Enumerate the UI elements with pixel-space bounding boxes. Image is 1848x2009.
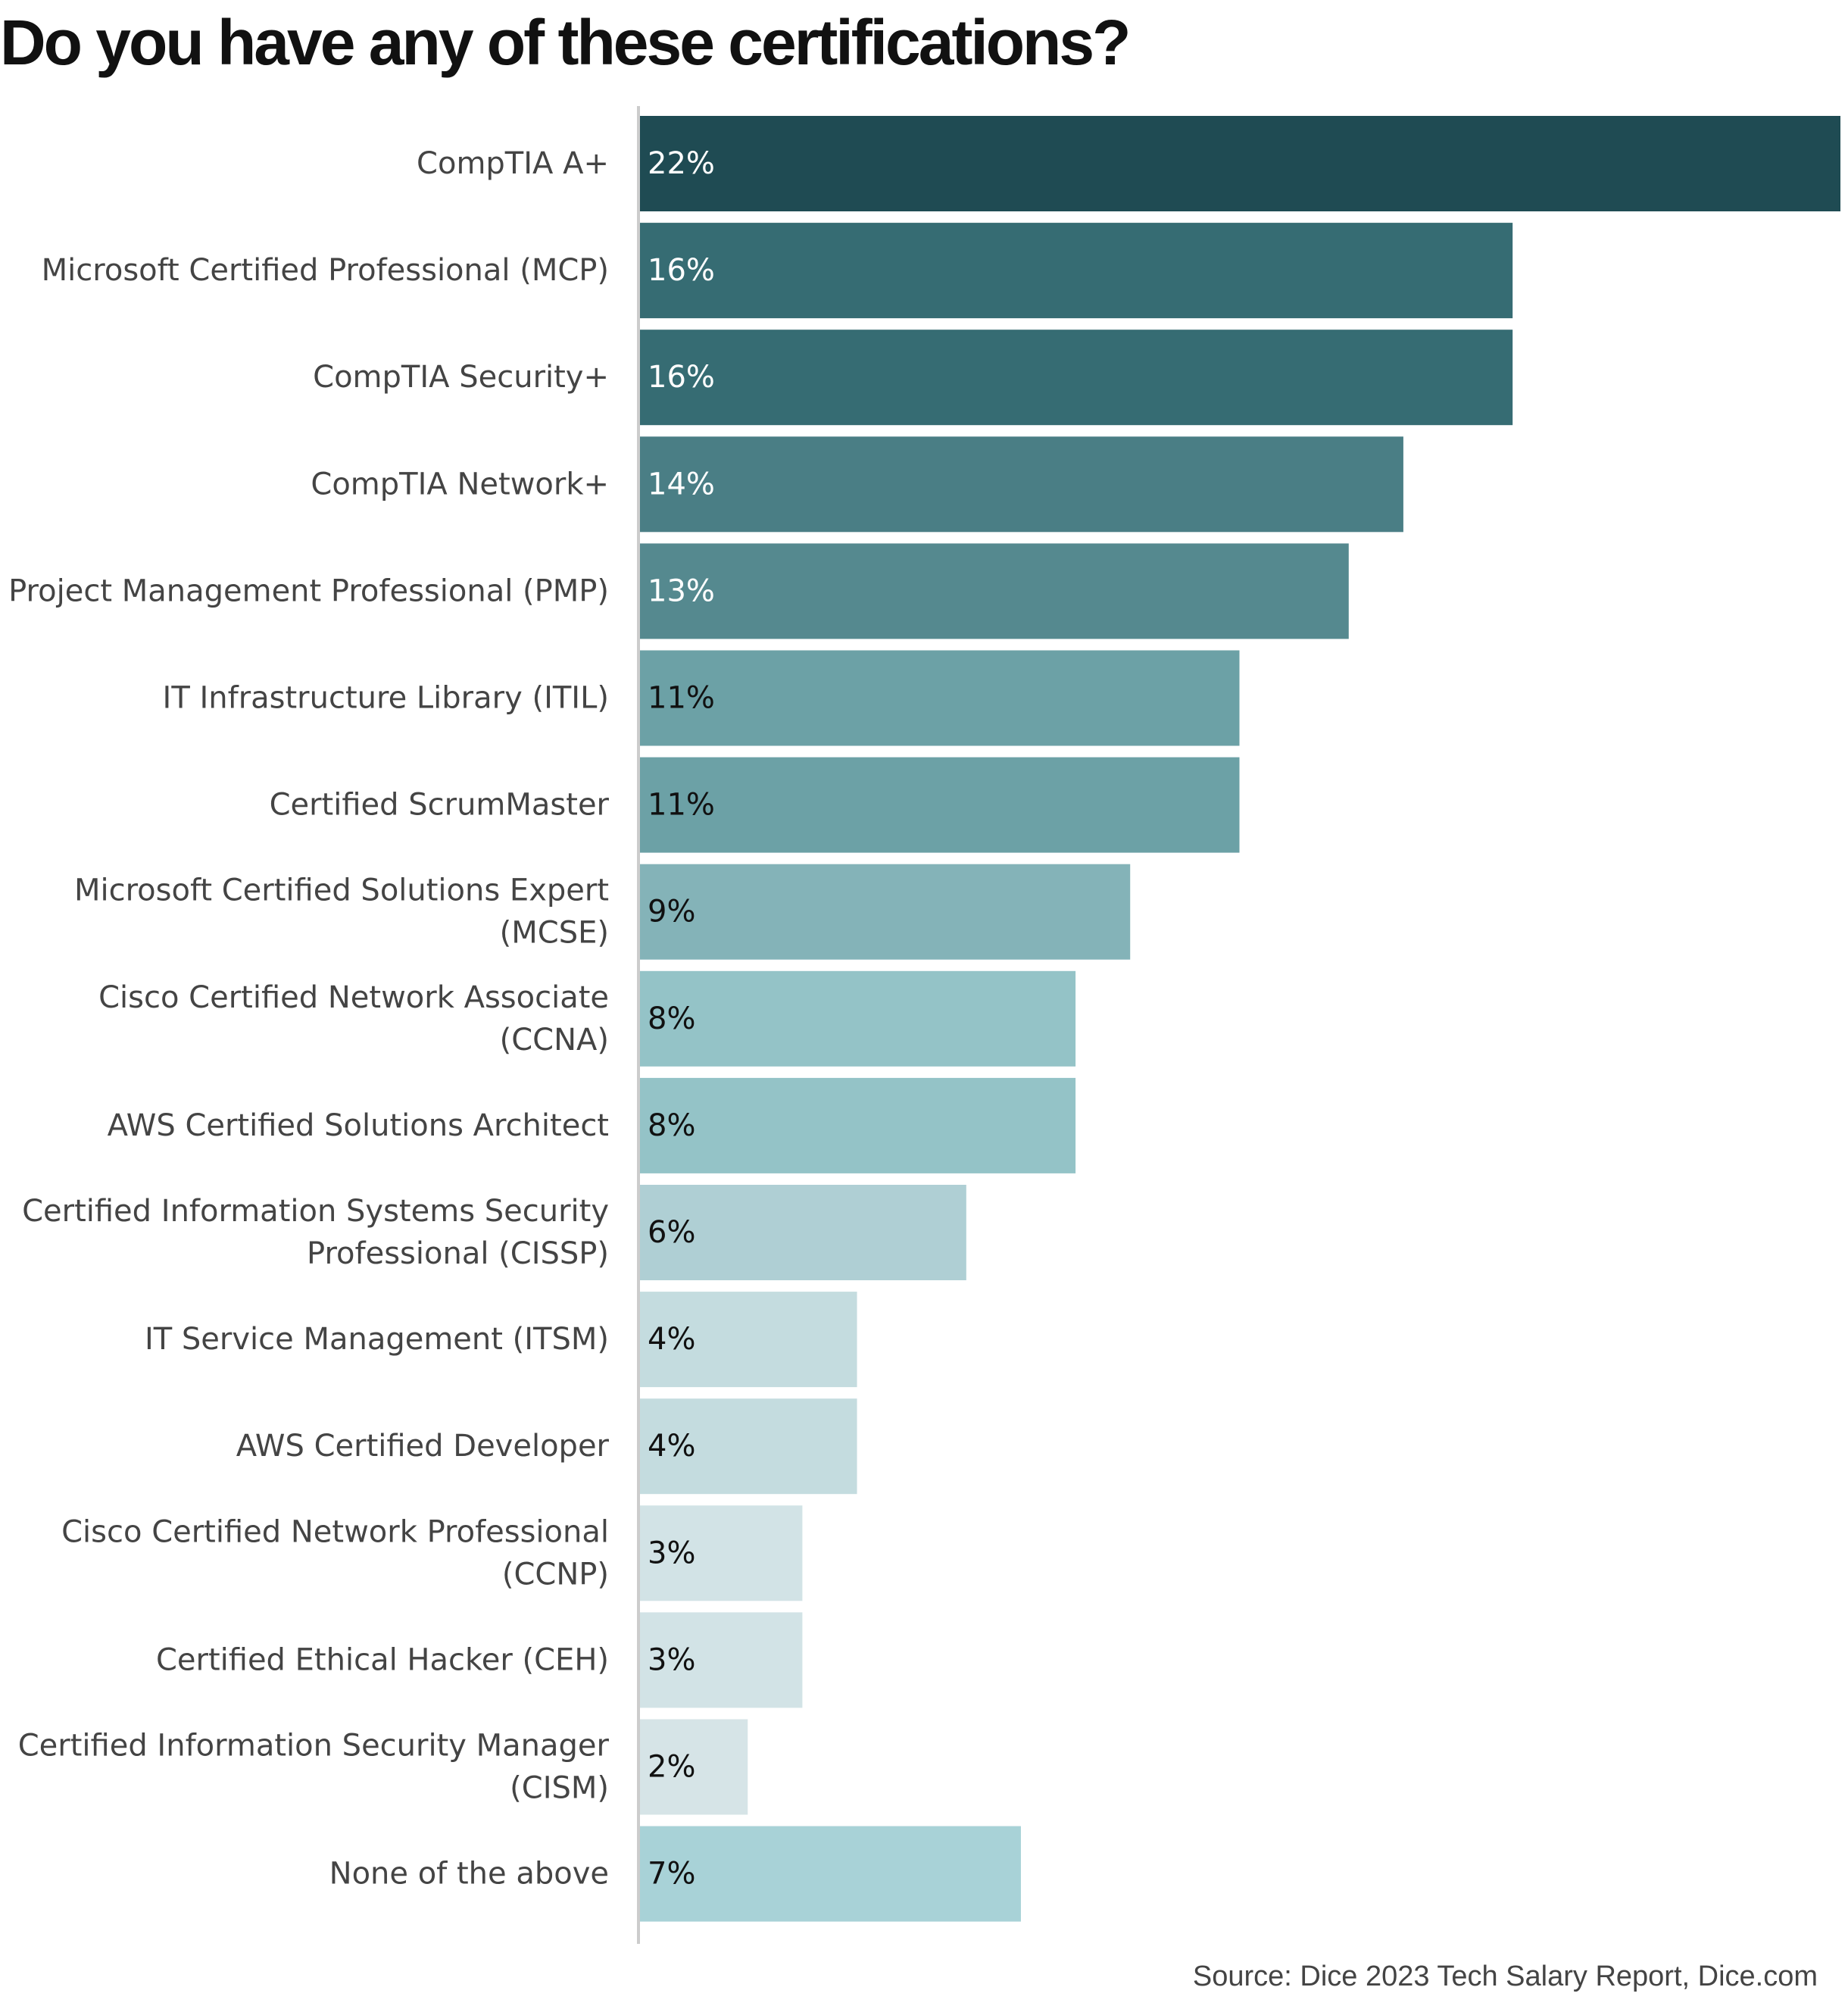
bar bbox=[638, 650, 1240, 746]
bar bbox=[638, 1185, 966, 1280]
category-label: Certified Information Systems Security Pr… bbox=[22, 1194, 609, 1271]
bar-value-label: 8% bbox=[648, 1108, 695, 1143]
bar bbox=[638, 1719, 748, 1815]
bar bbox=[638, 330, 1513, 426]
category-label-line: (CCNA) bbox=[500, 1023, 609, 1058]
category-label-line: Cisco Certified Network Professional bbox=[61, 1514, 609, 1549]
category-label: Microsoft Certified Professional (MCP) bbox=[42, 253, 609, 288]
category-label-line: (MCSE) bbox=[500, 916, 609, 951]
category-label-line: None of the above bbox=[329, 1857, 609, 1892]
category-label: IT Infrastructure Library (ITIL) bbox=[163, 681, 609, 716]
bar-value-label: 3% bbox=[648, 1642, 695, 1677]
bar-value-label: 4% bbox=[648, 1429, 695, 1464]
category-label-line: Microsoft Certified Solutions Expert bbox=[74, 873, 609, 908]
category-label: CompTIA Network+ bbox=[311, 467, 609, 501]
category-label-line: CompTIA Security+ bbox=[313, 360, 609, 395]
category-label: Certified Information Security Manager (C… bbox=[18, 1729, 610, 1806]
category-label: None of the above bbox=[329, 1857, 609, 1892]
category-label-line: Certified Information Systems Security bbox=[22, 1194, 609, 1229]
bar-value-label: 4% bbox=[648, 1322, 695, 1357]
bar-value-label: 3% bbox=[648, 1536, 695, 1570]
category-label: IT Service Management (ITSM) bbox=[145, 1322, 609, 1357]
category-label-line: IT Service Management (ITSM) bbox=[145, 1322, 609, 1357]
source-note: Source: Dice 2023 Tech Salary Report, Di… bbox=[1192, 1961, 1818, 1992]
bar bbox=[638, 116, 1840, 211]
category-label: AWS Certified Developer bbox=[236, 1429, 610, 1464]
category-label: Cisco Certified Network Professional (CCN… bbox=[61, 1514, 609, 1592]
category-label: Microsoft Certified Solutions Expert (MCS… bbox=[74, 873, 609, 951]
bar bbox=[638, 757, 1240, 853]
bar bbox=[638, 543, 1349, 639]
chart-title: Do you have any of these certifications? bbox=[0, 7, 1131, 78]
bar-value-label: 7% bbox=[648, 1857, 695, 1892]
bar-value-label: 11% bbox=[648, 788, 715, 823]
bar-value-label: 8% bbox=[648, 1001, 695, 1036]
category-label-line: (CCNP) bbox=[502, 1557, 609, 1592]
bar bbox=[638, 223, 1513, 319]
bar bbox=[638, 1826, 1021, 1922]
category-label-line: (CISM) bbox=[510, 1771, 609, 1806]
bar-value-label: 16% bbox=[648, 360, 715, 395]
category-label-line: Professional (CISSP) bbox=[307, 1236, 609, 1271]
bar bbox=[638, 970, 1076, 1067]
bar bbox=[638, 1612, 803, 1708]
category-label-line: AWS Certified Developer bbox=[236, 1429, 610, 1464]
bar bbox=[638, 436, 1403, 533]
bar bbox=[638, 1505, 803, 1601]
bar-value-label: 6% bbox=[648, 1215, 695, 1250]
category-label-line: CompTIA A+ bbox=[417, 146, 609, 181]
category-labels-layer: CompTIA A+ Microsoft Certified Profession… bbox=[8, 146, 609, 1892]
category-label-line: Microsoft Certified Professional (MCP) bbox=[42, 253, 609, 288]
category-label-line: AWS Certified Solutions Architect bbox=[108, 1108, 609, 1143]
category-label: CompTIA Security+ bbox=[313, 360, 609, 395]
category-label-line: Project Management Professional (PMP) bbox=[8, 573, 609, 608]
bar bbox=[638, 864, 1131, 960]
bar bbox=[638, 1077, 1076, 1173]
value-labels-layer: 22% 16% 16% 14% 13% 11% 11% 9% 8% 8% 6% 4% 4% 3% 3% 2% 7… bbox=[648, 146, 715, 1892]
bar-value-label: 14% bbox=[648, 467, 715, 501]
category-label: CompTIA A+ bbox=[417, 146, 609, 181]
bar bbox=[638, 1398, 857, 1495]
bar bbox=[638, 1292, 857, 1388]
category-label-line: Certified Ethical Hacker (CEH) bbox=[156, 1642, 609, 1677]
category-label: AWS Certified Solutions Architect bbox=[108, 1108, 609, 1143]
category-label: Certified ScrumMaster bbox=[270, 788, 610, 823]
bar-value-label: 16% bbox=[648, 253, 715, 288]
category-label-line: IT Infrastructure Library (ITIL) bbox=[163, 681, 609, 716]
bar-value-label: 9% bbox=[648, 895, 695, 930]
category-label-line: CompTIA Network+ bbox=[311, 467, 609, 501]
bar-value-label: 2% bbox=[648, 1750, 695, 1785]
bar-value-label: 13% bbox=[648, 573, 715, 608]
category-label: Cisco Certified Network Associate (CCNA) bbox=[98, 980, 609, 1058]
category-label-line: Certified ScrumMaster bbox=[270, 788, 610, 823]
category-label-line: Certified Information Security Manager bbox=[18, 1729, 610, 1764]
category-label: Project Management Professional (PMP) bbox=[8, 573, 609, 608]
bar-value-label: 11% bbox=[648, 681, 715, 716]
category-label: Certified Ethical Hacker (CEH) bbox=[156, 1642, 609, 1677]
bars-layer bbox=[638, 116, 1840, 1922]
bar-value-label: 22% bbox=[648, 146, 715, 181]
category-label-line: Cisco Certified Network Associate bbox=[98, 980, 609, 1015]
